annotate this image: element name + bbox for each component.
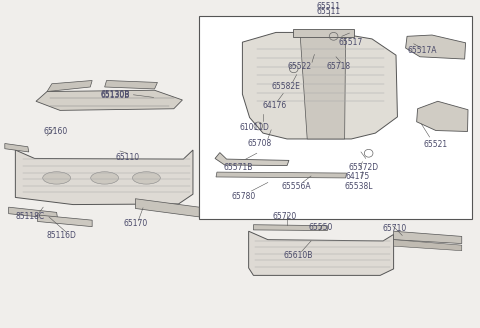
- Text: 65582E: 65582E: [271, 82, 300, 91]
- Polygon shape: [36, 90, 182, 111]
- Polygon shape: [394, 231, 462, 244]
- Text: 65521: 65521: [424, 140, 448, 149]
- Polygon shape: [15, 150, 193, 205]
- Text: 65572D: 65572D: [349, 163, 379, 172]
- Polygon shape: [394, 240, 462, 251]
- Polygon shape: [249, 231, 394, 276]
- Polygon shape: [406, 35, 466, 59]
- Text: 85118C: 85118C: [15, 213, 44, 221]
- Text: 65556A: 65556A: [282, 182, 312, 191]
- Text: 65511: 65511: [317, 2, 341, 11]
- Bar: [199, 16, 472, 219]
- Text: 85116D: 85116D: [47, 231, 76, 240]
- Polygon shape: [5, 144, 29, 152]
- Polygon shape: [417, 101, 468, 132]
- Text: 65718: 65718: [326, 62, 350, 71]
- Polygon shape: [293, 29, 354, 37]
- Polygon shape: [215, 153, 289, 166]
- Polygon shape: [300, 32, 346, 139]
- Text: 64176: 64176: [263, 101, 287, 110]
- Text: 65130B: 65130B: [100, 90, 130, 99]
- Polygon shape: [9, 207, 58, 219]
- Text: 65780: 65780: [232, 192, 256, 201]
- Text: 65610B: 65610B: [284, 251, 313, 260]
- Text: 65511: 65511: [317, 7, 341, 16]
- Polygon shape: [242, 32, 397, 139]
- Text: 65571B: 65571B: [224, 163, 253, 172]
- Text: 65538L: 65538L: [345, 182, 373, 191]
- Polygon shape: [253, 225, 327, 231]
- Polygon shape: [37, 215, 92, 227]
- Text: 65550: 65550: [309, 223, 333, 233]
- Polygon shape: [216, 172, 347, 178]
- Polygon shape: [47, 80, 92, 92]
- Text: 61011D: 61011D: [240, 123, 269, 132]
- Text: 65160: 65160: [43, 127, 67, 136]
- Text: 65517: 65517: [338, 38, 362, 47]
- Text: 64175: 64175: [346, 173, 370, 181]
- Text: 65130B: 65130B: [100, 91, 130, 100]
- Text: 65522: 65522: [288, 62, 312, 71]
- Ellipse shape: [43, 172, 71, 184]
- Polygon shape: [135, 199, 199, 217]
- Text: 65517A: 65517A: [408, 46, 437, 55]
- Text: 65720: 65720: [272, 213, 296, 221]
- Ellipse shape: [91, 172, 119, 184]
- Text: 65110: 65110: [115, 153, 139, 162]
- Text: 65710: 65710: [383, 224, 407, 234]
- Polygon shape: [105, 80, 157, 89]
- Ellipse shape: [132, 172, 160, 184]
- Text: 65708: 65708: [247, 139, 271, 148]
- Text: 65170: 65170: [123, 219, 147, 228]
